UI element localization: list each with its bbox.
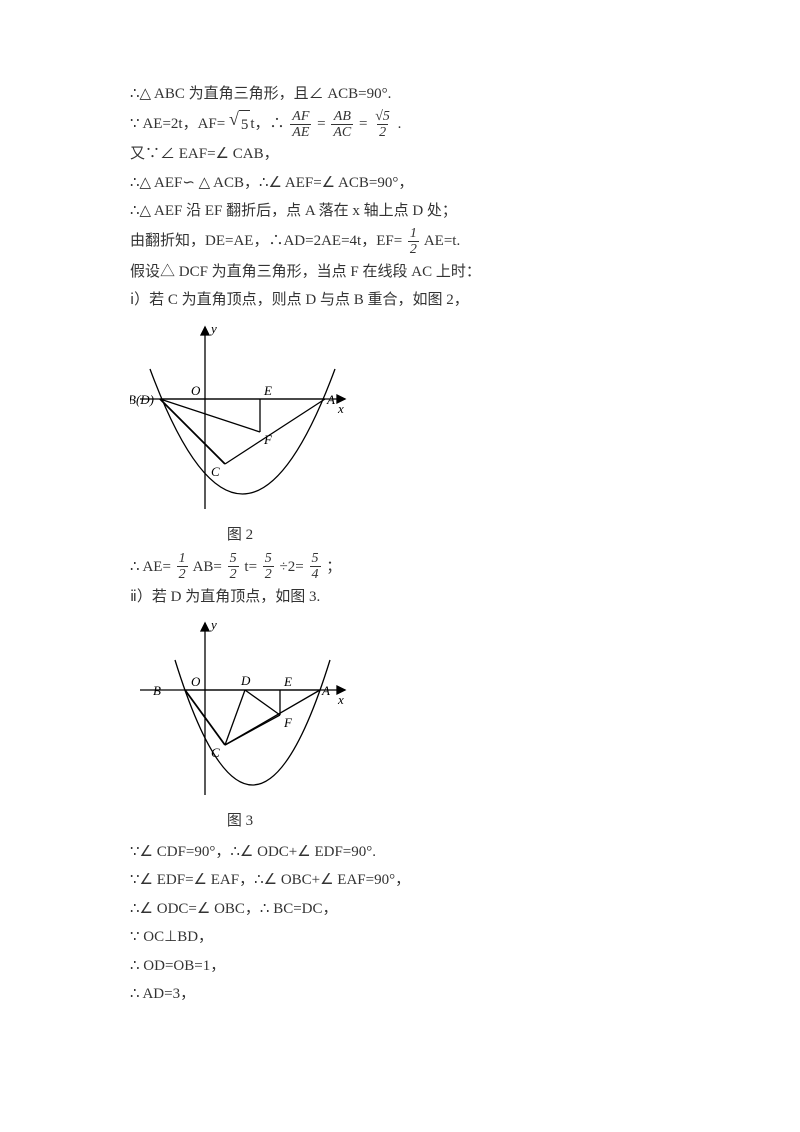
svg-text:O: O — [191, 383, 201, 398]
frac-af-ae: AFAE — [290, 109, 311, 141]
svg-text:A: A — [326, 392, 335, 407]
line-1: ∴△ ABC 为直角三角形，且∠ ACB=90°. — [130, 80, 690, 109]
line-6: 由翻折知，DE=AE，∴AD=2AE=4t，EF= 12 AE=t. — [130, 226, 690, 258]
text: ∵ AE=2t，AF= — [130, 110, 229, 139]
line-16: ∴ AD=3， — [130, 980, 690, 1009]
text: t，∴ — [250, 110, 288, 139]
line-14: ∵ OC⊥BD， — [130, 923, 690, 952]
line-8: ⅰ）若 C 为直角顶点，则点 D 与点 B 重合，如图 2， — [130, 286, 690, 315]
svg-text:F: F — [263, 432, 273, 447]
svg-text:E: E — [263, 383, 272, 398]
svg-text:C: C — [211, 745, 220, 760]
svg-text:B: B — [153, 683, 161, 698]
svg-text:C: C — [211, 464, 220, 479]
line-3: 又∵∠ EAF=∠ CAB， — [130, 140, 690, 169]
frac-ab-ac: ABAC — [331, 109, 353, 141]
figure-3-caption: 图 3 — [130, 807, 350, 836]
svg-text:F: F — [283, 715, 293, 730]
sqrt-5: √5 — [229, 110, 250, 140]
line-10: ⅱ）若 D 为直角顶点，如图 3. — [130, 583, 690, 612]
frac-5-4: 54 — [310, 551, 321, 583]
line-11: ∵∠ CDF=90°，∴∠ ODC+∠ EDF=90°. — [130, 838, 690, 867]
figure-2-caption: 图 2 — [130, 521, 350, 550]
svg-text:A: A — [321, 683, 330, 698]
svg-text:E: E — [283, 674, 292, 689]
figure-3: x y D B A C E F O 图 3 — [130, 615, 690, 836]
line-5: ∴△ AEF 沿 EF 翻折后，点 A 落在 x 轴上点 D 处； — [130, 197, 690, 226]
frac-5-2b: 52 — [263, 551, 274, 583]
line-2: ∵ AE=2t，AF= √5 t，∴ AFAE = ABAC = √52 . — [130, 109, 690, 141]
line-12: ∵∠ EDF=∠ EAF，∴∠ OBC+∠ EAF=90°， — [130, 866, 690, 895]
line-7: 假设△ DCF 为直角三角形，当点 F 在线段 AC 上时： — [130, 258, 690, 287]
svg-text:D: D — [240, 673, 251, 688]
text: ∴△ ABC 为直角三角形，且∠ ACB=90°. — [130, 80, 391, 109]
frac-1-2b: 12 — [177, 551, 188, 583]
svg-text:x: x — [337, 692, 344, 707]
line-4: ∴△ AEF∽ △ ACB，∴∠ AEF=∠ ACB=90°， — [130, 169, 690, 198]
svg-text:y: y — [209, 321, 217, 336]
svg-text:x: x — [337, 401, 344, 416]
line-9: ∴ AE= 12 AB= 52 t= 52 ÷2= 54 ； — [130, 551, 690, 583]
frac-5-2a: 52 — [228, 551, 239, 583]
svg-text:O: O — [191, 674, 201, 689]
line-13: ∴∠ ODC=∠ OBC，∴ BC=DC， — [130, 895, 690, 924]
line-15: ∴ OD=OB=1， — [130, 952, 690, 981]
frac-sqrt5-2: √52 — [373, 109, 392, 141]
page: ∴△ ABC 为直角三角形，且∠ ACB=90°. ∵ AE=2t，AF= √5… — [0, 0, 800, 1069]
svg-text:y: y — [209, 617, 217, 632]
figure-2: x y B(D) A C E F O 图 2 — [130, 319, 690, 550]
frac-1-2: 12 — [408, 226, 419, 258]
svg-text:B(D): B(D) — [130, 392, 154, 407]
